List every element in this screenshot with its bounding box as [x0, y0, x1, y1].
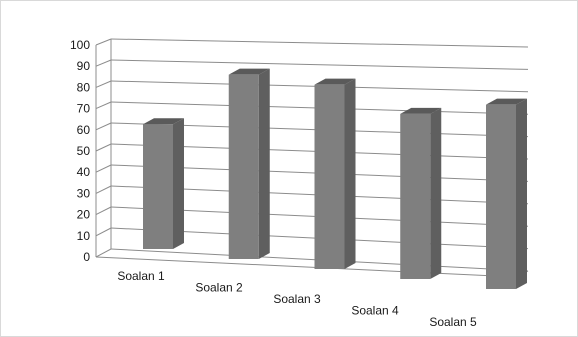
bar-top: [400, 107, 442, 114]
y-tick-label: 0: [83, 250, 90, 264]
bar: [143, 118, 184, 249]
gridline: [110, 38, 529, 48]
side-gridline: [95, 227, 112, 237]
gridline: [110, 59, 529, 70]
bar: [486, 98, 527, 290]
bar-front: [400, 113, 431, 279]
side-gridline: [95, 101, 112, 110]
side-gridline: [95, 80, 112, 88]
y-tick-label: 40: [77, 165, 91, 179]
y-tick-label: 90: [77, 59, 91, 73]
bar-front: [143, 124, 173, 249]
side-gridline: [95, 143, 112, 152]
bar: [400, 107, 442, 279]
side-gridline: [95, 248, 112, 258]
y-tick-label: 50: [77, 144, 91, 158]
bar-side: [258, 68, 270, 260]
x-tick-label: Soalan 1: [117, 269, 165, 283]
bar-top: [314, 78, 356, 85]
bar-side: [430, 107, 442, 279]
side-gridline: [95, 122, 112, 131]
bar-front: [314, 84, 345, 270]
side-gridline: [95, 185, 112, 194]
y-tick-label: 80: [77, 80, 91, 94]
bar-top: [143, 118, 184, 125]
y-tick-label: 20: [77, 208, 91, 222]
side-gridline: [95, 59, 112, 67]
bar-top: [228, 68, 270, 75]
axes: [95, 39, 529, 278]
bar-top: [486, 98, 527, 105]
side-gridline: [95, 164, 112, 173]
bar-front: [228, 74, 259, 260]
bar-side: [173, 118, 184, 249]
side-gridline: [95, 38, 112, 46]
x-tick-label: Soalan 2: [195, 281, 243, 295]
bar-front: [486, 104, 516, 290]
y-tick-label: 10: [77, 229, 91, 243]
x-tick-label: Soalan 4: [351, 304, 399, 318]
y-tick-label: 30: [77, 186, 91, 200]
x-axis-line: [95, 256, 517, 278]
y-tick-label: 100: [70, 38, 90, 52]
y-tick-labels: 0 10 20 30 40 50 60 70 80 90 100: [70, 38, 90, 264]
bar-side: [344, 78, 356, 270]
bar: [314, 78, 356, 270]
y-tick-label: 70: [77, 102, 91, 116]
x-tick-label: Soalan 3: [273, 292, 321, 306]
bar-side: [516, 98, 527, 290]
y-tick-label: 60: [77, 123, 91, 137]
bars: [143, 68, 527, 290]
x-tick-labels: Soalan 1 Soalan 2 Soalan 3 Soalan 4 Soalan 5: [117, 269, 477, 329]
side-gridline: [95, 206, 112, 216]
x-tick-label: Soalan 5: [429, 315, 477, 329]
bar: [228, 68, 270, 260]
